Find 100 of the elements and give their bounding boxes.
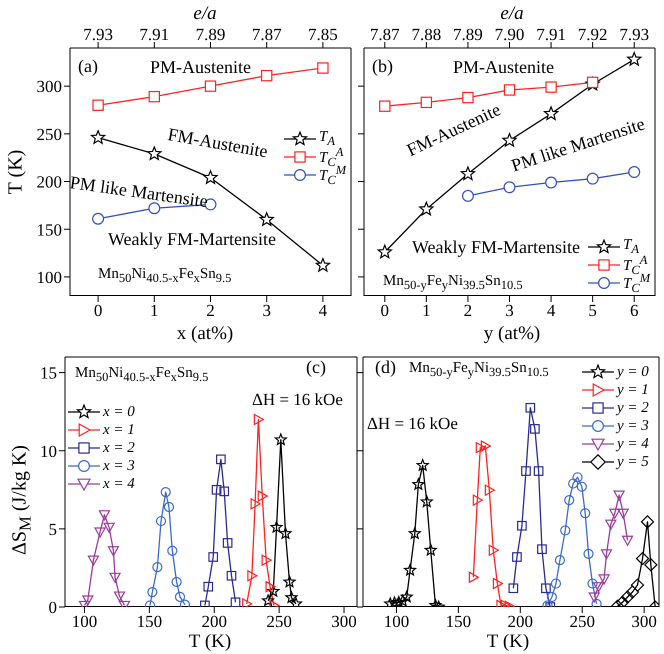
point	[512, 552, 522, 562]
x-tick-label: 300	[631, 612, 657, 632]
point	[504, 181, 516, 194]
point	[508, 583, 518, 594]
x-tick-label: 300	[331, 612, 357, 632]
point	[212, 484, 222, 495]
point	[262, 554, 272, 566]
point	[290, 598, 302, 607]
point	[226, 570, 236, 581]
point	[408, 527, 421, 539]
point	[630, 578, 644, 592]
legend-label: y = 3	[617, 418, 649, 434]
point	[283, 576, 296, 588]
point	[521, 466, 531, 476]
point	[592, 582, 604, 592]
point	[560, 525, 570, 536]
point	[247, 570, 258, 582]
point	[541, 583, 551, 594]
annotation: FM-Austenite	[166, 124, 270, 162]
x-axis-title: T (K)	[486, 631, 530, 652]
point	[614, 490, 625, 501]
point	[285, 591, 298, 603]
x-axis-title: y (at%)	[484, 323, 540, 344]
x-tick-label: 5	[588, 301, 597, 320]
x-tick-label: 1	[422, 301, 431, 320]
point	[156, 516, 166, 526]
point	[534, 466, 544, 476]
point	[537, 544, 547, 554]
point	[230, 597, 240, 607]
point	[462, 92, 474, 104]
point	[279, 527, 292, 539]
x-tick-label: 4	[318, 301, 328, 320]
x2-tick-label: 7.88	[411, 25, 442, 44]
point	[576, 482, 587, 492]
point	[258, 490, 268, 502]
point	[644, 558, 658, 572]
annotation: PM-Austenite	[453, 57, 554, 77]
point	[640, 515, 654, 528]
point	[160, 487, 171, 498]
legend-label: x = 0	[103, 404, 135, 420]
point	[546, 592, 557, 602]
point	[580, 508, 590, 518]
point	[270, 520, 283, 533]
legend-label: y = 0	[617, 364, 649, 380]
point	[419, 202, 434, 216]
x-tick-label: 100	[384, 612, 410, 632]
y-tick-label: 250	[36, 124, 62, 144]
point	[147, 146, 162, 160]
point	[250, 498, 261, 510]
point	[88, 556, 100, 566]
point	[384, 598, 396, 607]
point	[379, 100, 390, 112]
point	[114, 591, 126, 602]
point	[564, 495, 574, 506]
point	[420, 495, 433, 508]
point	[568, 478, 578, 489]
x-tick-label: 1	[150, 301, 159, 320]
annotation: (b)	[372, 56, 393, 76]
point	[492, 578, 503, 590]
x2-tick-label: 7.91	[536, 25, 566, 44]
y-tick-label: 0	[48, 598, 57, 618]
point	[92, 212, 104, 225]
legend-label: y = 1	[617, 382, 649, 398]
x-tick-label: 6	[630, 301, 638, 320]
point	[462, 190, 474, 202]
point	[267, 585, 280, 597]
point	[468, 572, 479, 583]
point	[484, 484, 495, 496]
x-tick-label: 250	[569, 612, 595, 632]
point	[476, 442, 486, 454]
x2-tick-label: 7.85	[308, 25, 338, 44]
point	[316, 258, 330, 272]
point	[404, 564, 416, 576]
point	[94, 527, 106, 538]
point	[152, 562, 162, 572]
point	[626, 585, 640, 599]
point	[204, 80, 216, 92]
point	[261, 70, 272, 82]
x-tick-label: 4	[546, 301, 556, 320]
x-tick-label: 150	[136, 612, 162, 632]
annotation: Mn$_{50-y}$Fe$_{y}$Ni$_{39.5}$Sn$_{10.5}$	[409, 360, 549, 379]
x-tick-label: 200	[508, 612, 534, 632]
x2-tick-label: 7.91	[139, 25, 170, 44]
point	[203, 582, 214, 592]
point	[147, 587, 158, 598]
point	[148, 90, 160, 102]
annotation: ΔH = 16 kOe	[252, 390, 343, 409]
point	[550, 578, 562, 589]
point	[616, 596, 630, 607]
x-tick-label: 150	[446, 612, 472, 632]
point	[208, 552, 218, 562]
point	[517, 520, 527, 531]
point	[104, 522, 115, 533]
x-tick-label: 2	[206, 301, 215, 320]
point	[108, 546, 120, 556]
y-axis-title: T (K)	[4, 150, 26, 194]
point	[92, 100, 104, 111]
point	[262, 594, 274, 606]
point	[622, 536, 634, 546]
point	[396, 594, 409, 606]
